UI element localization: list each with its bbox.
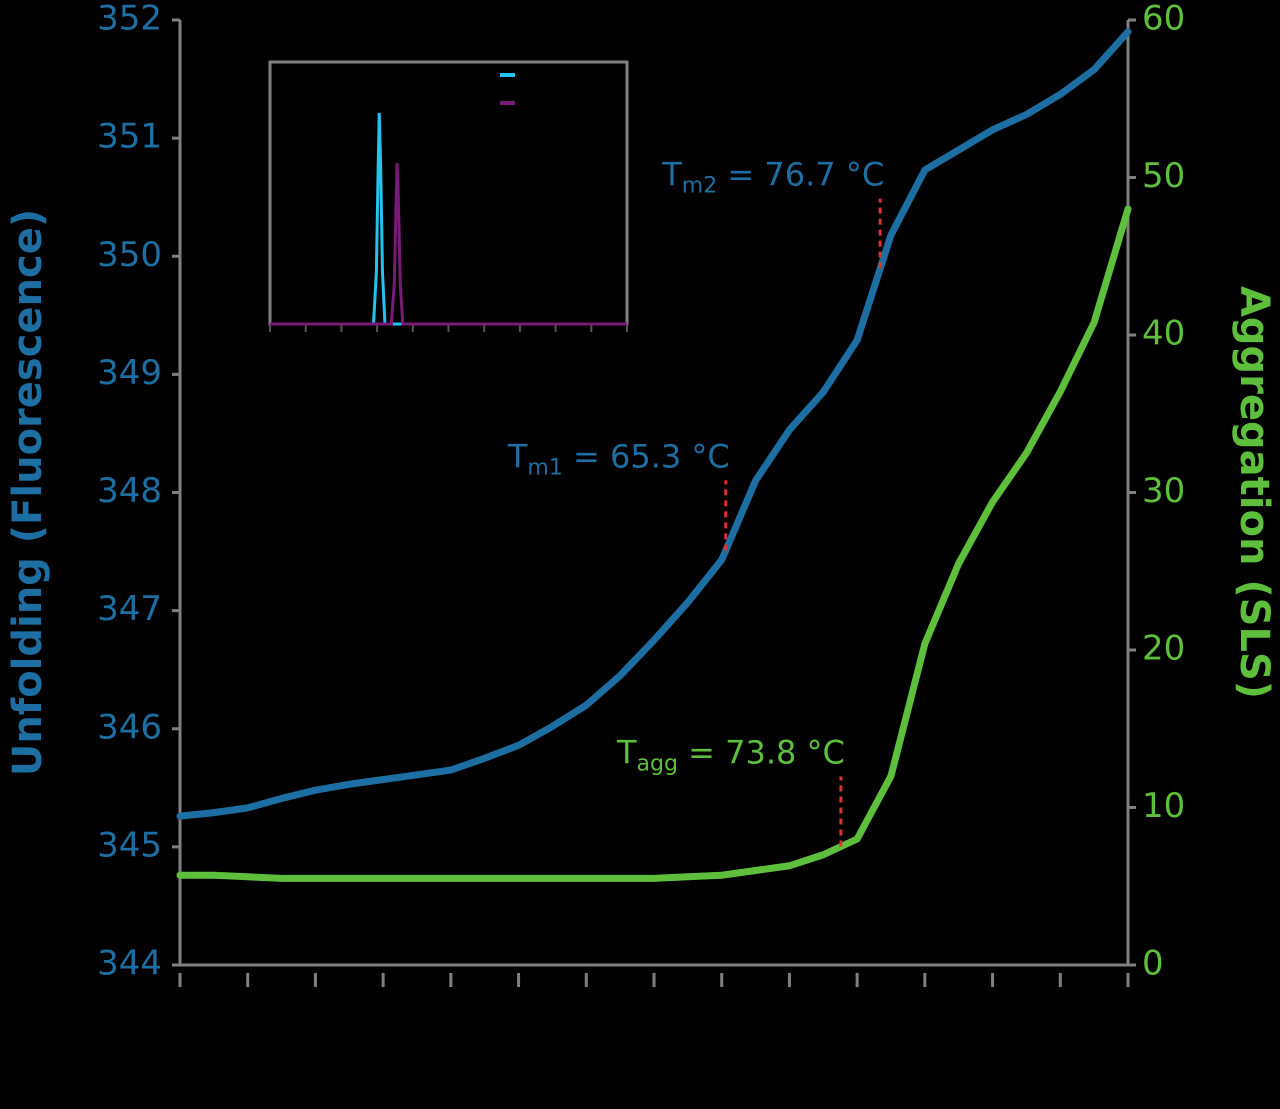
annotation-label: Tm2 = 76.7 °C: [661, 156, 884, 199]
annotation-rest: = 65.3 °C: [563, 437, 730, 475]
y-tick-label: 346: [97, 707, 162, 747]
y-tick-label: 351: [97, 117, 162, 157]
annotation-main: T: [661, 156, 682, 194]
annotation-sub: agg: [637, 752, 678, 777]
y-axis-title: Unfolding (Fluorescence): [5, 209, 51, 776]
y2-axis-title: Aggregation (SLS): [1231, 286, 1277, 699]
annotation-rest: = 73.8 °C: [678, 734, 845, 772]
y2-tick-label: 0: [1142, 944, 1164, 984]
y2-tick-label: 60: [1142, 0, 1185, 39]
inset-line: [270, 113, 627, 326]
y-tick-label: 345: [97, 825, 162, 865]
y2-tick-label: 30: [1142, 471, 1185, 511]
y-tick-label: 344: [97, 944, 162, 984]
annotation-main: T: [507, 437, 528, 475]
inset-line: [270, 163, 627, 326]
y-tick-label: 352: [97, 0, 162, 39]
y2-tick-label: 50: [1142, 156, 1185, 196]
annotation-label: Tm1 = 65.3 °C: [507, 437, 730, 480]
y-tick-label: 349: [97, 353, 162, 393]
annotation-sub: m2: [682, 174, 717, 199]
y-tick-label: 347: [97, 589, 162, 629]
annotation-sub: m1: [527, 455, 562, 480]
series-line: [176, 205, 1132, 882]
y2-tick-label: 40: [1142, 314, 1185, 354]
y-tick-label: 350: [97, 235, 162, 275]
series-line: [176, 28, 1132, 820]
y2-tick-label: 20: [1142, 629, 1185, 669]
annotation-main: T: [616, 734, 637, 772]
annotation-rest: = 76.7 °C: [717, 156, 884, 194]
y2-tick-label: 10: [1142, 786, 1185, 826]
y-tick-label: 348: [97, 471, 162, 511]
annotation-label: Tagg = 73.8 °C: [616, 734, 845, 777]
